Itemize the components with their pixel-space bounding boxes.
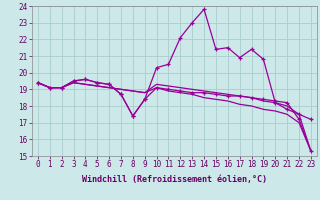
X-axis label: Windchill (Refroidissement éolien,°C): Windchill (Refroidissement éolien,°C) xyxy=(82,175,267,184)
